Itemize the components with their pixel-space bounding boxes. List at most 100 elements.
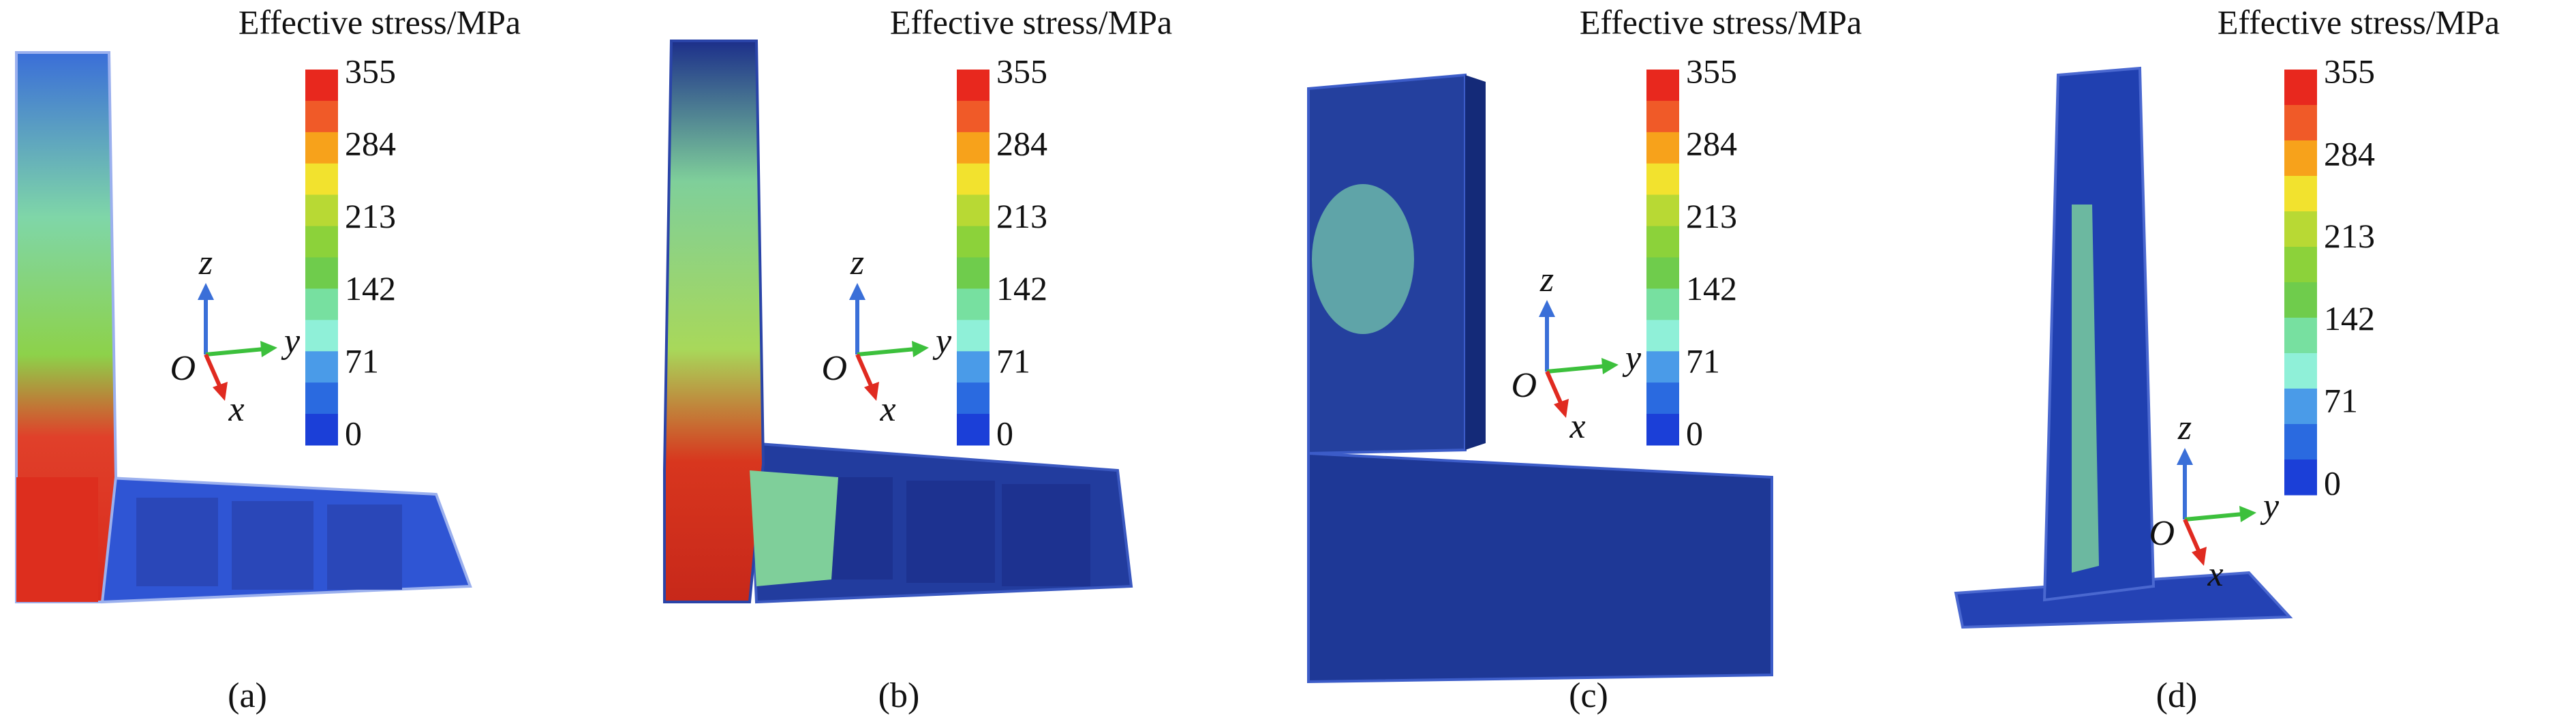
arrow-z bbox=[198, 283, 214, 300]
colorbar-tick-label: 284 bbox=[1686, 125, 1737, 163]
axis-label-origin: O bbox=[821, 349, 847, 388]
colorbar-band bbox=[1646, 100, 1679, 133]
colorbar-band bbox=[1646, 351, 1679, 383]
colorbar-tick-label: 213 bbox=[2324, 217, 2375, 255]
colorbar-band bbox=[1646, 257, 1679, 289]
colorbar-band bbox=[2284, 318, 2317, 354]
colorbar-band bbox=[305, 257, 338, 289]
colorbar-band bbox=[957, 351, 990, 383]
colorbar-band bbox=[2284, 105, 2317, 141]
axis-label-y: y bbox=[281, 322, 301, 361]
arrow-y bbox=[260, 341, 277, 357]
colorbar-band bbox=[1646, 70, 1679, 102]
axis-y bbox=[2184, 512, 2243, 522]
colorbar-band bbox=[305, 414, 338, 446]
arrow-z bbox=[849, 283, 865, 300]
axis-label-x: x bbox=[879, 390, 895, 429]
axis-label-x: x bbox=[228, 390, 244, 429]
axis-label-x: x bbox=[1569, 407, 1585, 446]
colorbar-band bbox=[957, 132, 990, 164]
colorbar-tick-label: 71 bbox=[996, 342, 1030, 380]
axis-x bbox=[1545, 370, 1564, 407]
colorbar-tick-label: 0 bbox=[1686, 414, 1703, 452]
colorbar-tick-label: 142 bbox=[345, 269, 396, 307]
axis-label-z: z bbox=[850, 243, 864, 282]
arrow-x bbox=[213, 382, 228, 401]
colorbar-band bbox=[1646, 226, 1679, 258]
model-d bbox=[1954, 66, 2293, 629]
colorbar-band bbox=[305, 382, 338, 414]
colorbar-tick-label: 142 bbox=[1686, 269, 1737, 307]
caption: (a) bbox=[228, 676, 267, 715]
colorbar-band bbox=[1646, 382, 1679, 414]
model-a bbox=[15, 51, 472, 604]
axis-x bbox=[204, 353, 223, 390]
colorbar-band bbox=[305, 163, 338, 196]
colorbar-band bbox=[1646, 320, 1679, 352]
arrow-x bbox=[864, 382, 879, 401]
colorbar-band bbox=[1646, 132, 1679, 164]
colorbar-tick-label: 355 bbox=[2324, 52, 2375, 90]
axis-x bbox=[855, 353, 874, 390]
arrow-z bbox=[1539, 300, 1555, 317]
colorbar-band bbox=[2284, 353, 2317, 389]
legend-title: Effective stress/MPa bbox=[1580, 3, 1862, 41]
panel: Effective stress/MPa 355 284 213 142 71 0 z y Ox (… bbox=[2149, 3, 2500, 714]
colorbar-tick-label: 0 bbox=[345, 414, 362, 452]
panel: Effective stress/MPa 355 284 213 142 71 0 z y Ox (… bbox=[1511, 3, 1862, 714]
axis-y bbox=[857, 347, 916, 357]
arrow-x bbox=[1554, 399, 1569, 418]
colorbar-tick-label: 355 bbox=[996, 52, 1047, 90]
colorbar-band bbox=[1646, 414, 1679, 446]
colorbar-band bbox=[305, 132, 338, 164]
legend-title: Effective stress/MPa bbox=[890, 3, 1172, 41]
colorbar-tick-label: 284 bbox=[345, 125, 396, 163]
colorbar-band bbox=[957, 288, 990, 320]
colorbar-band bbox=[305, 70, 338, 102]
arrow-z bbox=[2177, 448, 2193, 465]
axis-label-y: y bbox=[2260, 487, 2280, 526]
colorbar-band bbox=[305, 226, 338, 258]
axis-label-origin: O bbox=[170, 349, 196, 388]
colorbar-band bbox=[1646, 194, 1679, 227]
arrow-x bbox=[2192, 547, 2207, 566]
axis-x bbox=[2183, 518, 2202, 555]
caption: (d) bbox=[2156, 676, 2198, 715]
colorbar-tick-label: 71 bbox=[1686, 342, 1720, 380]
axis-label-origin: O bbox=[1511, 366, 1537, 405]
axis-label-x: x bbox=[2207, 555, 2223, 594]
colorbar-band bbox=[2284, 389, 2317, 425]
colorbar-band bbox=[957, 194, 990, 227]
colorbar-tick-label: 213 bbox=[996, 197, 1047, 235]
colorbar-band bbox=[305, 320, 338, 352]
colorbar-tick-label: 355 bbox=[1686, 52, 1737, 90]
model-c bbox=[1307, 73, 1773, 684]
axis-label-z: z bbox=[2177, 408, 2192, 447]
axis-y bbox=[1546, 364, 1606, 374]
colorbar-band bbox=[957, 226, 990, 258]
colorbar-band bbox=[305, 100, 338, 133]
panels: Effective stress/MPa 355 284 213 142 71 0 z y Ox (… bbox=[170, 3, 2500, 714]
legend-title: Effective stress/MPa bbox=[2218, 3, 2500, 41]
colorbar-band bbox=[957, 163, 990, 196]
arrow-y bbox=[2239, 506, 2256, 522]
caption: (c) bbox=[1569, 676, 1608, 715]
axis-label-z: z bbox=[198, 243, 213, 282]
colorbar-band bbox=[2284, 70, 2317, 106]
colorbar-band bbox=[957, 320, 990, 352]
colorbar-band bbox=[957, 100, 990, 133]
panel: Effective stress/MPa 355 284 213 142 71 0 z y Ox (… bbox=[170, 3, 521, 714]
colorbar-band bbox=[1646, 288, 1679, 320]
colorbar-band bbox=[2284, 176, 2317, 212]
colorbar-band bbox=[305, 351, 338, 383]
colorbar-band bbox=[305, 288, 338, 320]
colorbar-tick-label: 284 bbox=[996, 125, 1047, 163]
colorbar-band bbox=[305, 194, 338, 227]
colorbar-band bbox=[1646, 163, 1679, 196]
legend-title: Effective stress/MPa bbox=[239, 3, 521, 41]
colorbar-tick-label: 213 bbox=[1686, 197, 1737, 235]
colorbar-band bbox=[957, 257, 990, 289]
colorbar-band bbox=[2284, 211, 2317, 247]
colorbar-band bbox=[957, 70, 990, 102]
colorbar-band bbox=[2284, 282, 2317, 318]
